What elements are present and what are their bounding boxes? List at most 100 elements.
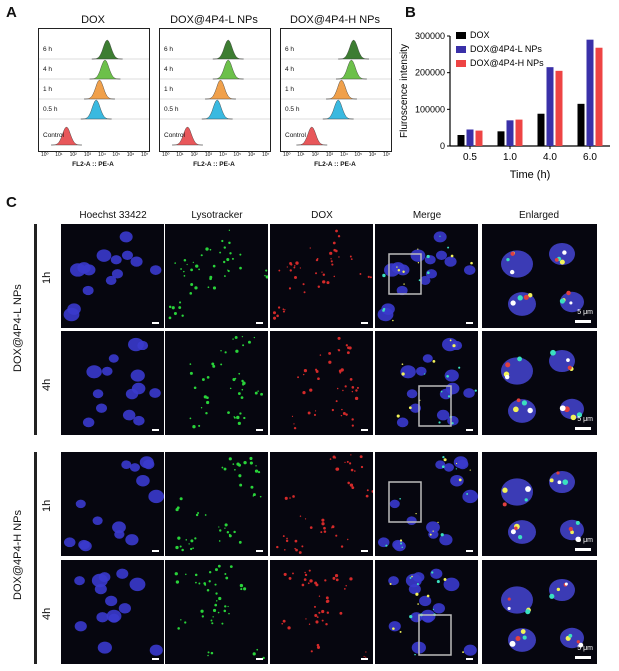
facs-tick-label: 10⁷	[383, 152, 391, 158]
facs-tick-label: 10⁵	[354, 152, 363, 158]
histogram-peak	[326, 79, 357, 100]
x-tick-label: 0.5	[463, 152, 477, 163]
histogram-row-label: 6 h	[285, 46, 295, 53]
time-label: 1h	[41, 271, 53, 284]
facs-tick-label: 10⁷	[262, 152, 270, 158]
histogram-row-label: 0.5 h	[285, 106, 300, 113]
facs-tick-label: 10³	[83, 152, 92, 158]
micrograph-image	[375, 560, 478, 664]
facs-tick-label: 10¹	[176, 152, 184, 158]
facs-tick-label: 10⁵	[112, 152, 121, 158]
micrograph-image	[165, 452, 268, 556]
facs-tick-label: 10⁶	[126, 152, 135, 158]
group-divider-bar	[34, 452, 37, 664]
micrograph-image	[375, 452, 478, 556]
scale-bar-label: 5 μm	[577, 537, 593, 544]
y-tick-label: 0	[440, 141, 445, 151]
histogram-row-label: 0.5 h	[164, 106, 179, 113]
facs-tick-label: 10⁶	[368, 152, 377, 158]
facs-tick-label: 10²	[69, 152, 77, 158]
legend-swatch	[456, 32, 466, 39]
time-label: 4h	[41, 607, 53, 620]
bar	[515, 119, 523, 146]
facs-tick-label: 10⁴	[98, 152, 106, 158]
facs-tick-label: 10⁰	[41, 152, 49, 158]
histogram-row-label: 4 h	[43, 66, 53, 73]
histogram-row-label: 1 h	[43, 86, 53, 93]
facs-plot-area: 6 h 4 h 1 h 0.5 h Control	[280, 28, 392, 152]
legend-label: DOX	[470, 30, 490, 40]
micrograph-image	[270, 331, 373, 435]
group-label: DOX@4P4-H NPs	[12, 509, 24, 600]
bar	[546, 67, 554, 146]
histogram-peak	[322, 99, 354, 120]
micrograph-image	[270, 560, 373, 664]
bar	[466, 129, 474, 146]
micrograph-image	[61, 331, 164, 435]
bar	[506, 120, 514, 146]
enlarged-image: 5 μm	[482, 560, 597, 664]
micrograph-image	[61, 224, 164, 328]
bar	[475, 130, 483, 146]
y-axis-label: Fluroscence intensity	[399, 44, 410, 138]
facs-tick-label: 10³	[204, 152, 213, 158]
facs-x-axis-label: FL2-A :: PE-A	[314, 161, 356, 168]
histogram-peak	[172, 126, 203, 146]
bar	[497, 131, 505, 146]
micrograph-image	[270, 224, 373, 328]
bar	[555, 70, 563, 146]
x-tick-label: 6.0	[583, 152, 597, 163]
micrograph-image	[270, 452, 373, 556]
micrograph-image	[165, 560, 268, 664]
histogram-row-label: 1 h	[164, 86, 174, 93]
histogram-peak	[338, 39, 369, 60]
micrograph-image	[61, 452, 164, 556]
facs-tick-label: 10¹	[55, 152, 63, 158]
histogram-peak	[91, 39, 123, 60]
legend-label: DOX@4P4-H NPs	[470, 58, 544, 68]
histogram-peak	[296, 126, 328, 146]
scale-bar-label: 5 μm	[577, 645, 593, 652]
bar	[586, 39, 594, 146]
micrograph-image	[165, 224, 268, 328]
micrograph-image	[61, 560, 164, 664]
panel-b-letter: B	[405, 4, 416, 21]
micrograph-image	[375, 331, 478, 435]
enlarged-image: 5 μm	[482, 224, 597, 328]
histogram-peak	[80, 99, 112, 120]
scale-bar-label: 5 μm	[577, 309, 593, 316]
facs-tick-label: 10⁷	[141, 152, 149, 158]
histogram-row-label: 6 h	[164, 46, 174, 53]
facs-tick-label: 10⁴	[219, 152, 227, 158]
legend-swatch	[456, 60, 466, 67]
histogram-peak	[205, 79, 236, 100]
fluorescence-bar-chart: 0 100000 200000 300000 Fluroscence intensity…	[399, 30, 610, 181]
time-label: 1h	[41, 499, 53, 512]
enlarged-image: 5 μm	[482, 331, 597, 435]
facs-tick-label: 10⁰	[283, 152, 291, 158]
histogram-row-label: Control	[285, 132, 306, 139]
bar	[457, 135, 465, 146]
legend-label: DOX@4P4-L NPs	[470, 44, 542, 54]
facs-plot-title: DOX	[81, 14, 105, 26]
y-tick-label: 100000	[415, 104, 445, 114]
histogram-peak	[84, 79, 115, 100]
histogram-row-label: Control	[164, 132, 185, 139]
facs-plot-title: DOX@4P4-L NPs	[170, 14, 258, 26]
facs-plot-title: DOX@4P4-H NPs	[289, 14, 381, 26]
histogram-row-label: 1 h	[285, 86, 295, 93]
facs-tick-label: 10³	[325, 152, 334, 158]
micrograph-image	[165, 331, 268, 435]
facs-tick-label: 10⁶	[247, 152, 256, 158]
facs-tick-label: 10⁰	[162, 152, 170, 158]
panel-c-letter: C	[6, 194, 17, 211]
legend-swatch	[456, 46, 466, 53]
x-axis-label: Time (h)	[510, 169, 551, 181]
column-header: Enlarged	[518, 210, 560, 221]
column-header: DOX	[311, 210, 333, 221]
panel-a-letter: A	[6, 4, 17, 21]
facs-tick-label: 10⁴	[340, 152, 348, 158]
bar	[537, 113, 545, 146]
histogram-row-label: 0.5 h	[43, 106, 58, 113]
histogram-peak	[51, 126, 82, 146]
